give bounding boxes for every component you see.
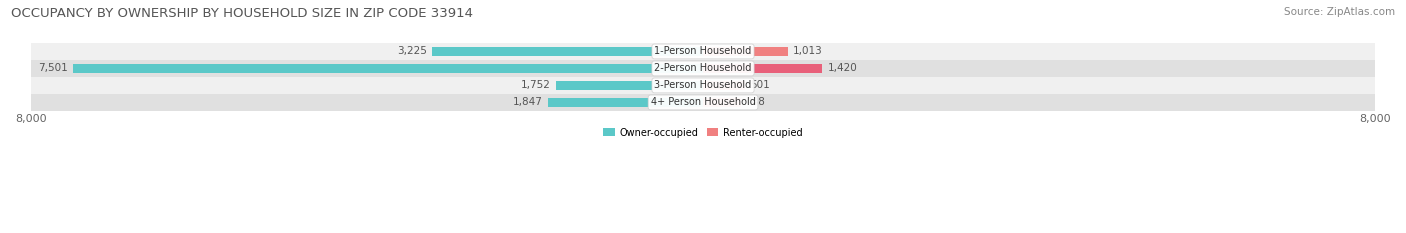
Text: OCCUPANCY BY OWNERSHIP BY HOUSEHOLD SIZE IN ZIP CODE 33914: OCCUPANCY BY OWNERSHIP BY HOUSEHOLD SIZE…: [11, 7, 474, 20]
Bar: [548, 98, 703, 107]
Bar: [31, 60, 1375, 77]
Bar: [31, 43, 1375, 60]
Text: 501: 501: [751, 80, 770, 90]
Text: 3-Person Household: 3-Person Household: [654, 80, 752, 90]
Bar: [703, 81, 745, 90]
Bar: [703, 47, 789, 56]
Text: 1-Person Household: 1-Person Household: [654, 46, 752, 56]
Text: 4+ Person Household: 4+ Person Household: [651, 97, 755, 107]
Bar: [432, 47, 703, 56]
Legend: Owner-occupied, Renter-occupied: Owner-occupied, Renter-occupied: [599, 124, 807, 141]
Bar: [31, 77, 1375, 94]
Text: 1,752: 1,752: [520, 80, 551, 90]
Text: Source: ZipAtlas.com: Source: ZipAtlas.com: [1284, 7, 1395, 17]
Text: 1,013: 1,013: [793, 46, 823, 56]
Bar: [555, 81, 703, 90]
Text: 7,501: 7,501: [38, 63, 67, 73]
Text: 1,420: 1,420: [827, 63, 858, 73]
Bar: [703, 98, 741, 107]
Text: 3,225: 3,225: [396, 46, 427, 56]
Text: 1,847: 1,847: [513, 97, 543, 107]
Bar: [703, 64, 823, 73]
Bar: [31, 94, 1375, 111]
Bar: [73, 64, 703, 73]
Text: 448: 448: [745, 97, 765, 107]
Text: 2-Person Household: 2-Person Household: [654, 63, 752, 73]
